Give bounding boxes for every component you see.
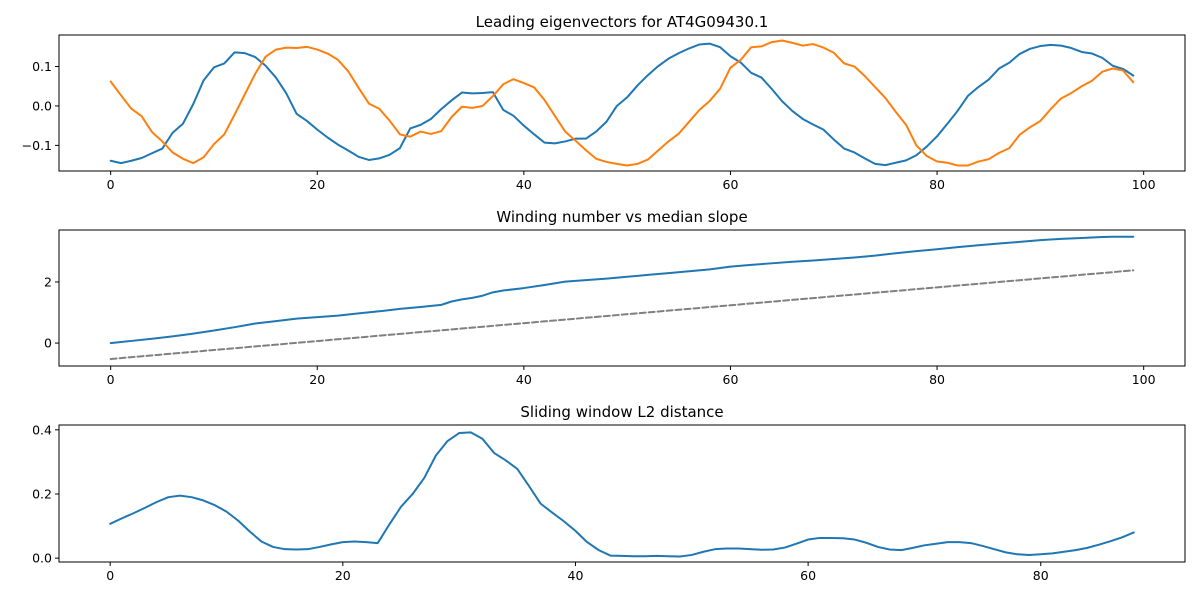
winding-number-panel: Winding number vs median slope 0 20 40 60 80… [44,208,1186,387]
winding-number-x-tick-label: 0 [107,372,115,387]
l2-distance-y-tick-label: 0.4 [32,422,52,437]
eigenvectors-y-tick-label: 0.1 [32,59,52,74]
eigenvectors-x-tick-label: 100 [1132,177,1156,192]
winding-number-x-tick-label: 40 [516,372,532,387]
l2-distance-x-tick-label: 60 [800,568,816,583]
winding-number-title: Winding number vs median slope [496,208,747,226]
l2-distance-x-tick-label: 40 [568,568,584,583]
winding-number-y-tick-label: 0 [44,336,52,351]
eigenvectors-y-tick-label: 0.0 [32,98,52,113]
eigenvectors-x-tick-label: 60 [723,177,739,192]
winding-number-plot-area: 0 20 40 60 80 100 0 2 [44,229,1186,387]
l2-distance-plot-area: 0 20 40 60 80 0.0 0.2 0.4 [32,422,1186,583]
l2-distance-title: Sliding window L2 distance [520,403,723,421]
l2-distance-series-line-1 [109,431,1135,558]
l2-distance-x-tick-label: 20 [335,568,351,583]
eigenvectors-x-tick-label: 40 [516,177,532,192]
winding-number-series-line-1 [109,235,1135,345]
winding-number-y-tick-label: 2 [44,274,52,289]
eigenvectors-series-line-2 [109,39,1135,167]
winding-number-x-tick-label: 80 [929,372,945,387]
l2-distance-panel: Sliding window L2 distance 0 20 40 60 800.00… [32,403,1186,583]
l2-distance-x-tick-label: 0 [106,568,114,583]
eigenvectors-series-line-1 [109,42,1135,167]
eigenvectors-title: Leading eigenvectors for AT4G09430.1 [476,13,769,31]
l2-distance-y-tick-label: 0.0 [32,551,52,566]
winding-number-series-line-2 [109,269,1135,360]
l2-distance-y-tick-label: 0.2 [32,486,52,501]
eigenvectors-x-tick-label: 80 [929,177,945,192]
winding-number-x-tick-label: 100 [1132,372,1156,387]
eigenvectors-x-tick-label: 20 [309,177,325,192]
eigenvectors-axes-frame [58,34,1186,172]
winding-number-axes-frame [58,229,1186,367]
eigenvectors-x-tick-label: 0 [107,177,115,192]
l2-distance-x-tick-label: 80 [1033,568,1049,583]
winding-number-x-tick-label: 60 [723,372,739,387]
eigenvectors-plot-area: 0 20 40 60 80 100 −0.1 0.0 0.1 [22,34,1186,192]
winding-number-x-tick-label: 20 [309,372,325,387]
eigenvectors-y-tick-label: −0.1 [22,138,52,153]
eigenvectors-panel: Leading eigenvectors for AT4G09430.1 0 20… [22,13,1186,192]
